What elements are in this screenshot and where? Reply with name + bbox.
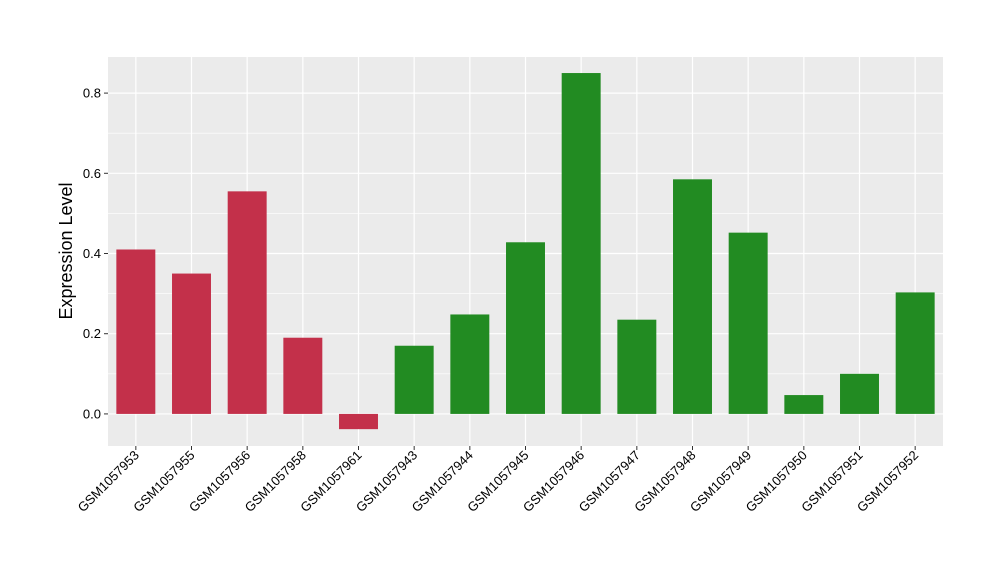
y-tick-label: 0.4 [83, 246, 101, 261]
bar [506, 242, 545, 414]
bar [339, 413, 378, 430]
bar [283, 337, 323, 414]
y-axis: 0.0 0.2 0.4 0.6 0.8 [83, 86, 108, 421]
bar [227, 191, 267, 414]
bar [561, 73, 601, 414]
bar [673, 179, 712, 414]
y-tick-label: 0.2 [83, 326, 101, 341]
bar [895, 292, 935, 414]
bar [728, 232, 768, 414]
y-tick-label: 0.6 [83, 166, 101, 181]
x-axis: GSM1057953GSM1057955GSM1057956GSM1057958… [75, 446, 921, 515]
bar [840, 373, 879, 414]
bar [172, 273, 211, 414]
y-tick-label: 0.0 [83, 406, 101, 421]
bar [450, 314, 490, 414]
bar [784, 395, 824, 414]
bars [116, 73, 935, 430]
y-axis-title: Expression Level [56, 182, 76, 319]
bar [116, 249, 156, 414]
bar [394, 345, 434, 414]
bar [617, 319, 657, 414]
y-tick-label: 0.8 [83, 86, 101, 101]
